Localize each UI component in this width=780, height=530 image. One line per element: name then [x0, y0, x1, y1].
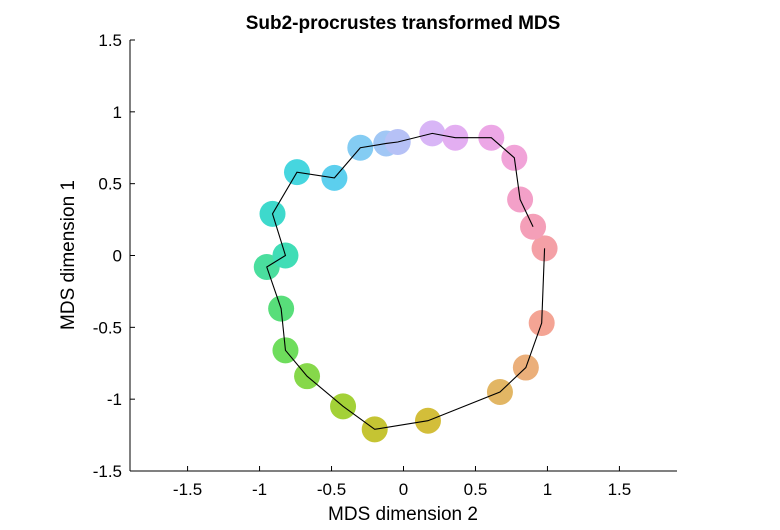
data-point-1 — [531, 235, 558, 262]
x-tick-label: 0 — [399, 480, 408, 499]
points — [253, 120, 558, 443]
y-tick-label: -0.5 — [93, 318, 122, 337]
y-tick-label: -1 — [107, 390, 122, 409]
ticks: -1.5 -1 -0.5 0 0.5 1 1.5 1.5 1 0.5 0 -0.5 -1 -1.5 — [93, 31, 632, 499]
x-axis-label: MDS dimension 2 — [328, 504, 478, 525]
x-tick-label: -1 — [252, 480, 267, 499]
chart-title: Sub2-procrustes transformed MDS — [246, 13, 561, 34]
x-tick-label: 0.5 — [464, 480, 488, 499]
x-tick-label: -1.5 — [173, 480, 202, 499]
y-axis-label: MDS dimension 1 — [58, 180, 79, 330]
y-tick-label: 1.5 — [98, 31, 122, 50]
axes — [129, 40, 677, 472]
x-tick-label: -0.5 — [317, 480, 346, 499]
y-tick-label: 1 — [113, 103, 122, 122]
x-tick-label: 1.5 — [608, 480, 632, 499]
y-tick-label: 0.5 — [98, 175, 122, 194]
y-tick-label: 0 — [113, 247, 122, 266]
y-tick-label: -1.5 — [93, 462, 122, 481]
series-polyline — [266, 132, 546, 430]
x-tick-label: 1 — [543, 480, 552, 499]
series-line — [266, 132, 546, 430]
